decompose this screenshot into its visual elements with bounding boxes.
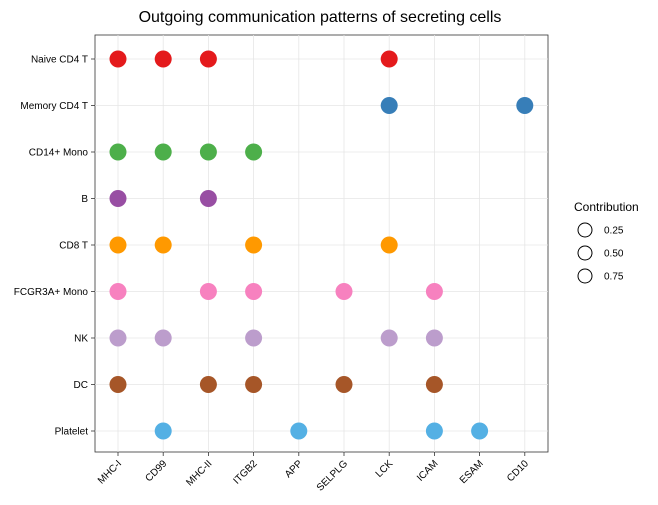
- x-tick-label: MHC-II: [184, 458, 214, 488]
- data-point: [245, 283, 263, 300]
- y-tick-label: B: [81, 194, 88, 205]
- data-point: [245, 143, 263, 161]
- data-point: [109, 50, 127, 68]
- data-point: [380, 97, 398, 114]
- data-point: [199, 283, 217, 300]
- data-point: [380, 50, 398, 68]
- data-point: [335, 283, 353, 300]
- data-points: [109, 50, 534, 440]
- data-point: [425, 376, 443, 393]
- legend-label: 0.50: [604, 249, 624, 260]
- data-point: [245, 329, 263, 347]
- x-tick-label: MHC-I: [96, 458, 124, 486]
- data-point: [154, 422, 172, 440]
- data-point: [109, 283, 127, 300]
- y-axis: Naive CD4 T Memory CD4 T CD14+ Mono B CD8 T F…: [14, 55, 95, 438]
- data-point: [471, 422, 489, 440]
- chart-title: Outgoing communication patterns of secre…: [139, 9, 502, 26]
- x-axis: MHC-I CD99 MHC-II ITGB2 APP SELPLG LCK ICAM ESAM…: [96, 452, 531, 494]
- data-point: [245, 376, 263, 393]
- data-point: [109, 376, 127, 393]
- data-point: [380, 236, 398, 254]
- y-tick-label: CD14+ Mono: [29, 148, 89, 159]
- x-tick-label: CD10: [505, 458, 531, 484]
- data-point: [290, 422, 308, 440]
- data-point: [154, 50, 172, 68]
- data-point: [425, 283, 443, 300]
- data-point: [109, 329, 127, 347]
- x-tick-label: ITGB2: [232, 458, 261, 487]
- x-tick-label: CD99: [143, 458, 169, 484]
- data-point: [245, 236, 263, 254]
- x-tick-label: LCK: [374, 458, 396, 480]
- y-tick-label: Memory CD4 T: [20, 101, 88, 112]
- data-point: [199, 50, 217, 68]
- data-point: [380, 329, 398, 347]
- data-point: [425, 422, 443, 440]
- data-point: [199, 376, 217, 393]
- y-tick-label: CD8 T: [59, 241, 88, 252]
- data-point: [109, 190, 127, 207]
- legend-size-key: [577, 268, 593, 284]
- y-tick-label: FCGR3A+ Mono: [14, 287, 89, 298]
- legend-label: 0.25: [604, 226, 624, 237]
- y-tick-label: Platelet: [55, 427, 89, 438]
- x-tick-label: APP: [283, 458, 305, 480]
- data-point: [154, 143, 172, 161]
- data-point: [109, 143, 127, 161]
- data-point: [199, 143, 217, 161]
- x-tick-label: ESAM: [458, 458, 486, 486]
- legend-size-key: [577, 245, 593, 261]
- legend-label: 0.75: [604, 272, 624, 283]
- data-point: [154, 236, 172, 254]
- data-point: [516, 97, 534, 114]
- y-tick-label: Naive CD4 T: [31, 55, 88, 66]
- legend-size-key: [577, 222, 593, 238]
- legend: Contribution 0.25 0.50 0.75: [574, 200, 639, 284]
- data-point: [335, 376, 353, 393]
- data-point: [425, 329, 443, 347]
- x-tick-label: SELPLG: [315, 458, 350, 493]
- data-point: [199, 190, 217, 207]
- y-tick-label: DC: [74, 380, 88, 391]
- y-tick-label: NK: [74, 334, 88, 345]
- legend-title: Contribution: [574, 200, 639, 214]
- x-tick-label: ICAM: [415, 458, 440, 483]
- data-point: [109, 236, 127, 254]
- data-point: [154, 329, 172, 347]
